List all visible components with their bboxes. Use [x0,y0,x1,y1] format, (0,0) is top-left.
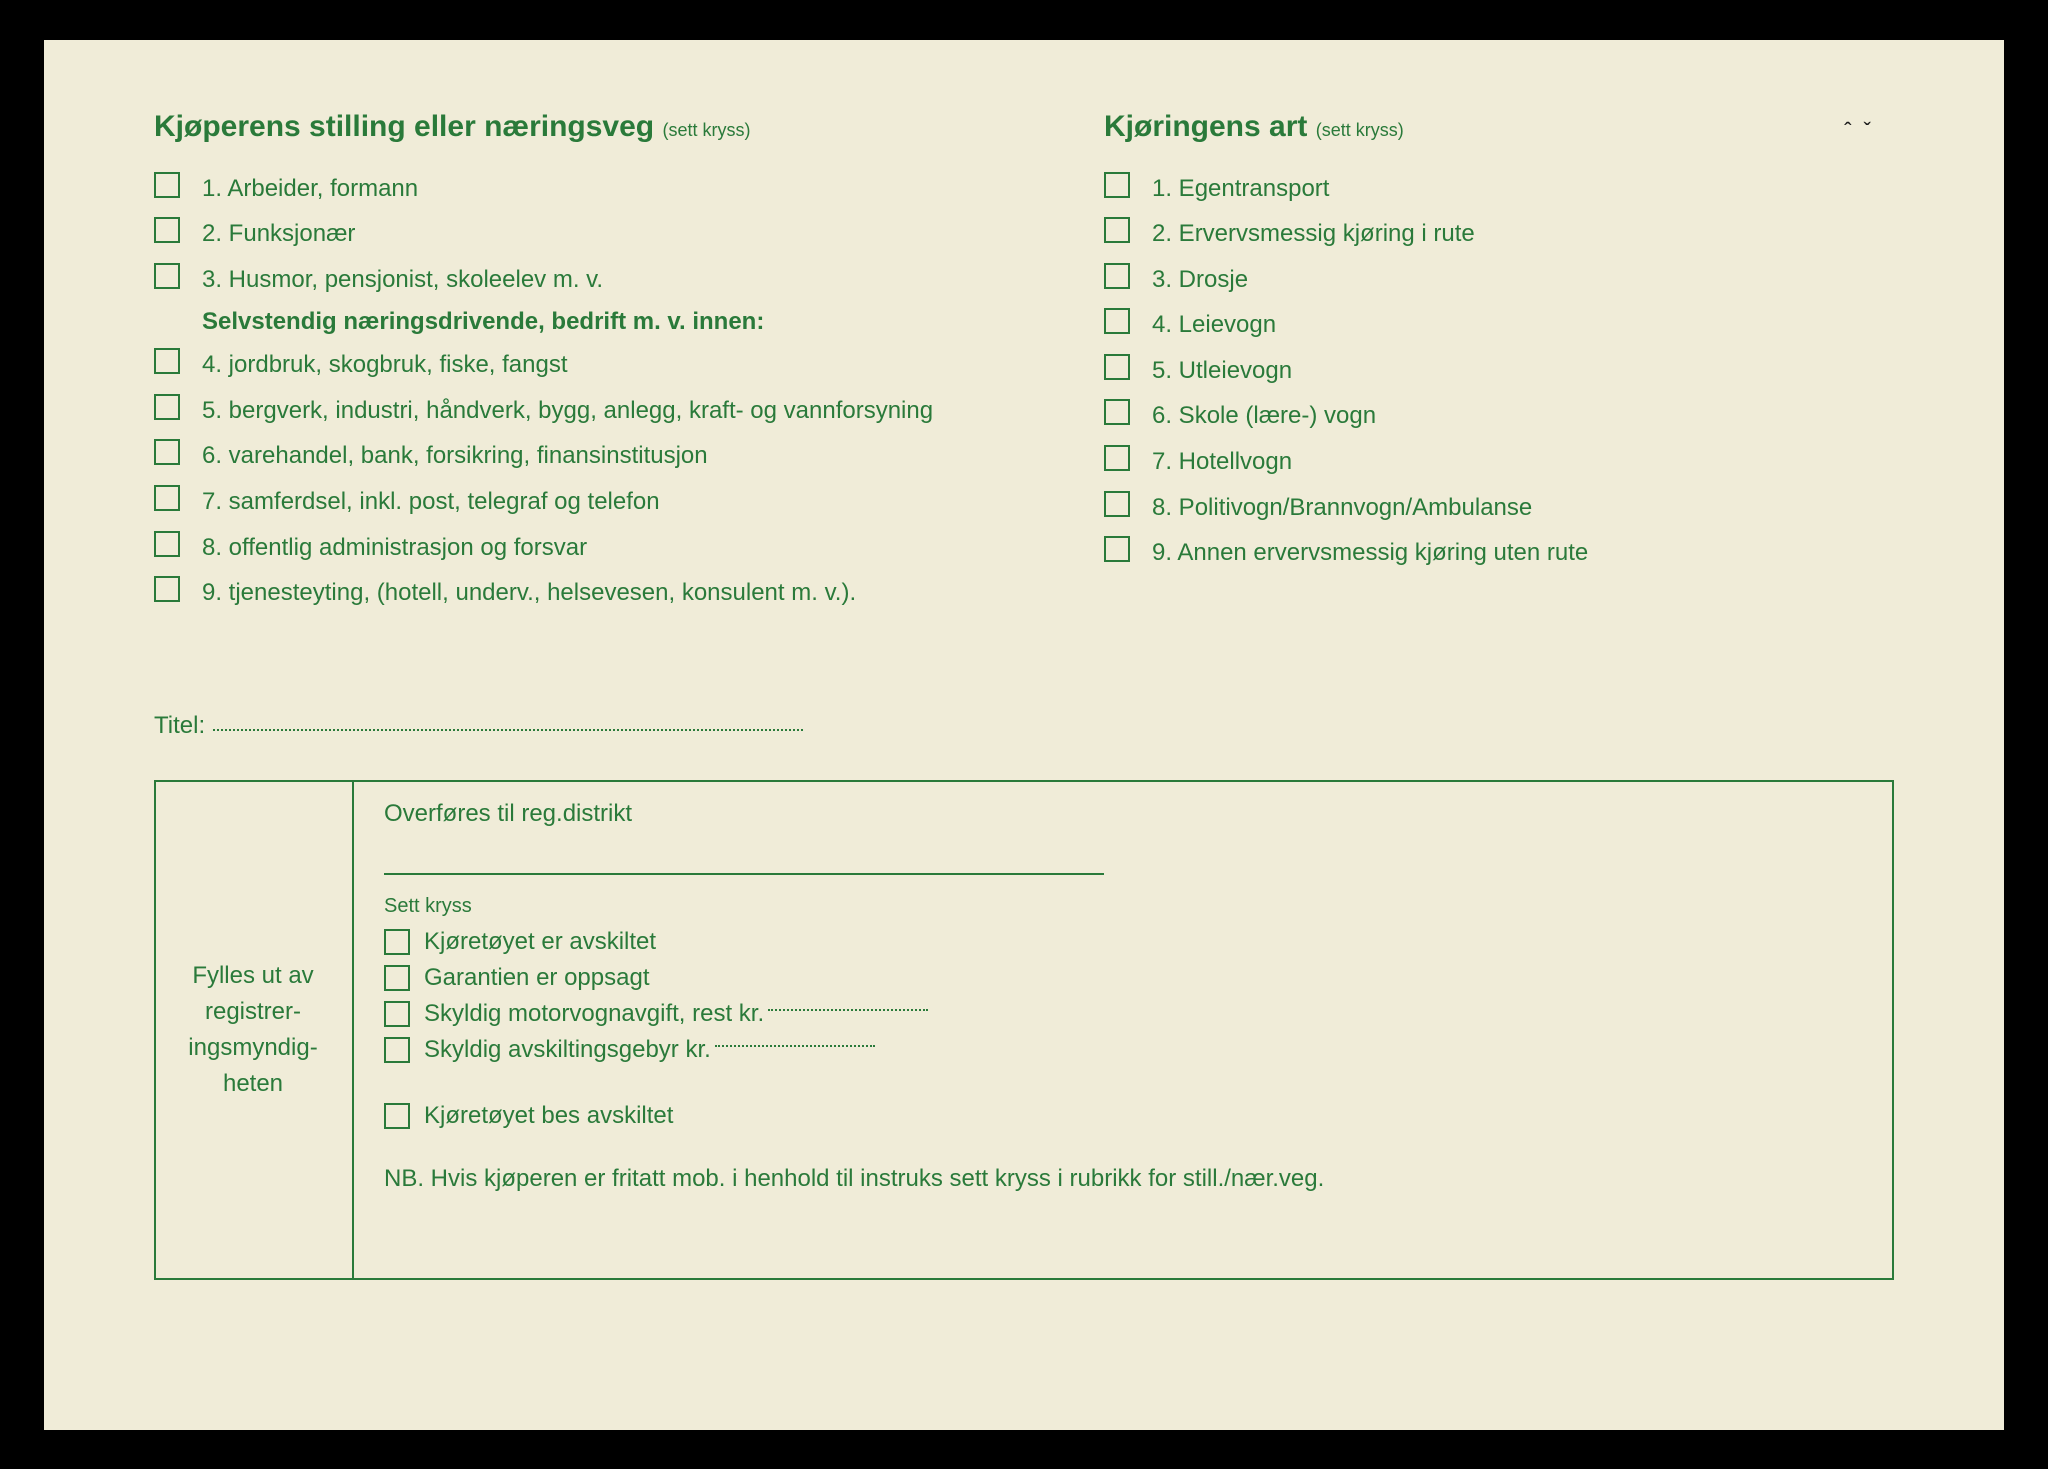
item-label: Garantien er oppsagt [424,964,649,992]
amount-input-line[interactable] [715,1045,875,1047]
checkbox[interactable] [1104,263,1130,289]
checkbox-row: 5. Utleievogn [1104,354,1894,388]
checkbox-row: 9. tjenesteyting, (hotell, underv., hels… [154,576,1024,610]
item-label: 9. Annen ervervsmessig kjøring uten rute [1152,536,1588,570]
checkbox[interactable] [154,531,180,557]
left-title-hint: (sett kryss) [662,120,750,140]
item-label: 4. Leievogn [1152,308,1276,342]
sub-heading: Selvstendig næringsdrivende, bedrift m. … [202,308,1024,336]
checkbox[interactable] [154,172,180,198]
checkbox-row: 5. bergverk, industri, håndverk, bygg, a… [154,394,1024,428]
titel-input-line[interactable] [213,729,803,731]
checkbox-row: 4. Leievogn [1104,308,1894,342]
checkbox-row: 9. Annen ervervsmessig kjøring uten rute [1104,536,1894,570]
left-title-text: Kjøperens stilling eller næringsveg [154,110,654,143]
item-label: 5. Utleievogn [1152,354,1292,388]
item-label: 2. Ervervsmessig kjøring i rute [1152,217,1475,251]
item-label: 1. Egentransport [1152,172,1329,206]
columns-wrapper: Kjøperens stilling eller næringsveg (set… [154,110,1894,622]
nb-note: NB. Hvis kjøperen er fritatt mob. i henh… [384,1165,1862,1193]
checkbox-row: 1. Egentransport [1104,172,1894,206]
amount-input-line[interactable] [768,1009,928,1011]
checkbox-row: 7. Hotellvogn [1104,445,1894,479]
checkbox[interactable] [154,576,180,602]
checkbox-row: 1. Arbeider, formann [154,172,1024,206]
item-label: 1. Arbeider, formann [202,172,418,206]
checkbox[interactable] [384,1103,410,1129]
checkbox[interactable] [1104,445,1130,471]
item-label: 3. Drosje [1152,263,1248,297]
checkbox-row: 8. offentlig administrasjon og forsvar [154,531,1024,565]
checkbox-row: 8. Politivogn/Brannvogn/Ambulanse [1104,491,1894,525]
checkbox-row: 2. Funksjonær [154,217,1024,251]
checkbox[interactable] [384,1001,410,1027]
transfer-label: Overføres til reg.distrikt [384,800,1862,828]
checkbox-row: 3. Husmor, pensjonist, skoleelev m. v. [154,263,1024,297]
titel-row: Titel: [154,712,1894,740]
checkbox[interactable] [1104,536,1130,562]
form-paper: ˆ ˇ Kjøperens stilling eller næringsveg … [44,40,2004,1430]
item-label: 8. Politivogn/Brannvogn/Ambulanse [1152,491,1532,525]
item-label: Kjøretøyet bes avskiltet [424,1102,673,1130]
checkbox-row: 7. samferdsel, inkl. post, telegraf og t… [154,485,1024,519]
checkbox-row: 3. Drosje [1104,263,1894,297]
item-label: 7. samferdsel, inkl. post, telegraf og t… [202,485,660,519]
checkbox[interactable] [154,217,180,243]
checkbox-row: 2. Ervervsmessig kjøring i rute [1104,217,1894,251]
titel-label: Titel: [154,712,205,740]
left-section-title: Kjøperens stilling eller næringsveg (set… [154,110,1024,144]
item-label: 2. Funksjonær [202,217,355,251]
checkbox-row: Kjøretøyet er avskiltet [384,928,1862,956]
checkbox[interactable] [1104,354,1130,380]
item-label: 5. bergverk, industri, håndverk, bygg, a… [202,394,933,428]
checkbox[interactable] [154,263,180,289]
right-section-title: Kjøringens art (sett kryss) [1104,110,1894,144]
checkbox[interactable] [1104,172,1130,198]
left-column: Kjøperens stilling eller næringsveg (set… [154,110,1024,622]
item-label: 6. varehandel, bank, forsikring, finansi… [202,439,708,473]
item-label: 4. jordbruk, skogbruk, fiske, fangst [202,348,568,382]
item-label: Kjøretøyet er avskiltet [424,928,656,956]
checkbox-row: 6. varehandel, bank, forsikring, finansi… [154,439,1024,473]
checkbox[interactable] [384,965,410,991]
checkbox[interactable] [1104,217,1130,243]
sett-kryss-label: Sett kryss [384,895,1862,918]
stray-ink-mark: ˆ ˇ [1844,118,1874,144]
checkbox-row: Kjøretøyet bes avskiltet [384,1102,1862,1130]
checkbox-row: Skyldig avskiltingsgebyr kr. [384,1036,1862,1064]
item-label: Skyldig motorvognavgift, rest kr. [424,1000,764,1028]
checkbox[interactable] [1104,308,1130,334]
checkbox-row: 4. jordbruk, skogbruk, fiske, fangst [154,348,1024,382]
item-label: 8. offentlig administrasjon og forsvar [202,531,587,565]
checkbox[interactable] [154,348,180,374]
checkbox[interactable] [154,485,180,511]
item-label: 3. Husmor, pensjonist, skoleelev m. v. [202,263,603,297]
right-title-text: Kjøringens art [1104,110,1307,143]
right-column: Kjøringens art (sett kryss) 1. Egentrans… [1104,110,1894,622]
checkbox[interactable] [154,394,180,420]
checkbox-row: 6. Skole (lære-) vogn [1104,399,1894,433]
item-label: 6. Skole (lære-) vogn [1152,399,1376,433]
authority-box: Fylles ut av registrer-ingsmyndig-heten … [154,780,1894,1280]
checkbox[interactable] [384,929,410,955]
checkbox[interactable] [1104,399,1130,425]
checkbox[interactable] [154,439,180,465]
checkbox[interactable] [1104,491,1130,517]
authority-left-text: Fylles ut av registrer-ingsmyndig-heten [169,958,337,1102]
item-label: Skyldig avskiltingsgebyr kr. [424,1036,711,1064]
checkbox[interactable] [384,1037,410,1063]
item-label: 7. Hotellvogn [1152,445,1292,479]
authority-right: Overføres til reg.distrikt Sett kryss Kj… [354,782,1892,1278]
checkbox-row: Skyldig motorvognavgift, rest kr. [384,1000,1862,1028]
right-title-hint: (sett kryss) [1316,120,1404,140]
transfer-input-line[interactable] [384,873,1104,875]
checkbox-row: Garantien er oppsagt [384,964,1862,992]
authority-left-label: Fylles ut av registrer-ingsmyndig-heten [154,782,354,1278]
item-label: 9. tjenesteyting, (hotell, underv., hels… [202,576,856,610]
